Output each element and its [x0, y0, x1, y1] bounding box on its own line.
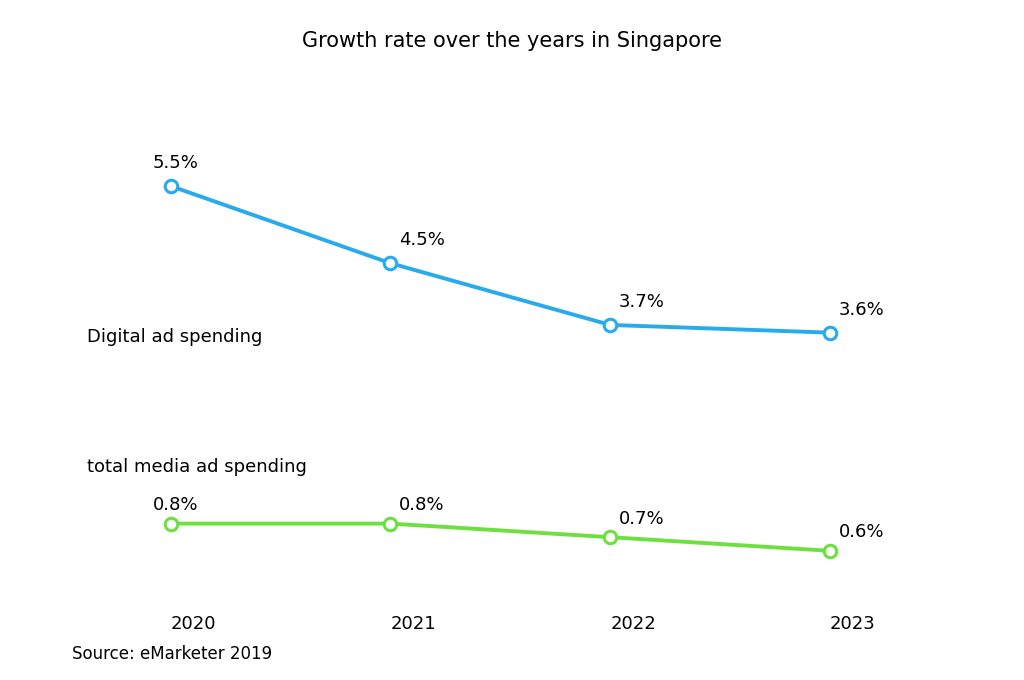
Text: 2021: 2021: [390, 615, 436, 633]
Text: 5.5%: 5.5%: [153, 154, 199, 172]
Text: Digital ad spending: Digital ad spending: [87, 328, 262, 345]
Text: 4.5%: 4.5%: [399, 231, 445, 250]
Text: 3.7%: 3.7%: [618, 293, 665, 311]
Text: 0.7%: 0.7%: [618, 510, 665, 528]
Text: 0.8%: 0.8%: [399, 496, 444, 514]
Text: 0.6%: 0.6%: [839, 524, 885, 541]
Text: total media ad spending: total media ad spending: [87, 458, 307, 476]
Text: 2022: 2022: [610, 615, 656, 633]
Text: Growth rate over the years in Singapore: Growth rate over the years in Singapore: [302, 31, 722, 50]
Text: Source: eMarketer 2019: Source: eMarketer 2019: [72, 645, 271, 663]
Text: 2023: 2023: [829, 615, 876, 633]
Text: 2020: 2020: [171, 615, 216, 633]
Text: 3.6%: 3.6%: [839, 301, 885, 319]
Text: 0.8%: 0.8%: [153, 496, 199, 514]
